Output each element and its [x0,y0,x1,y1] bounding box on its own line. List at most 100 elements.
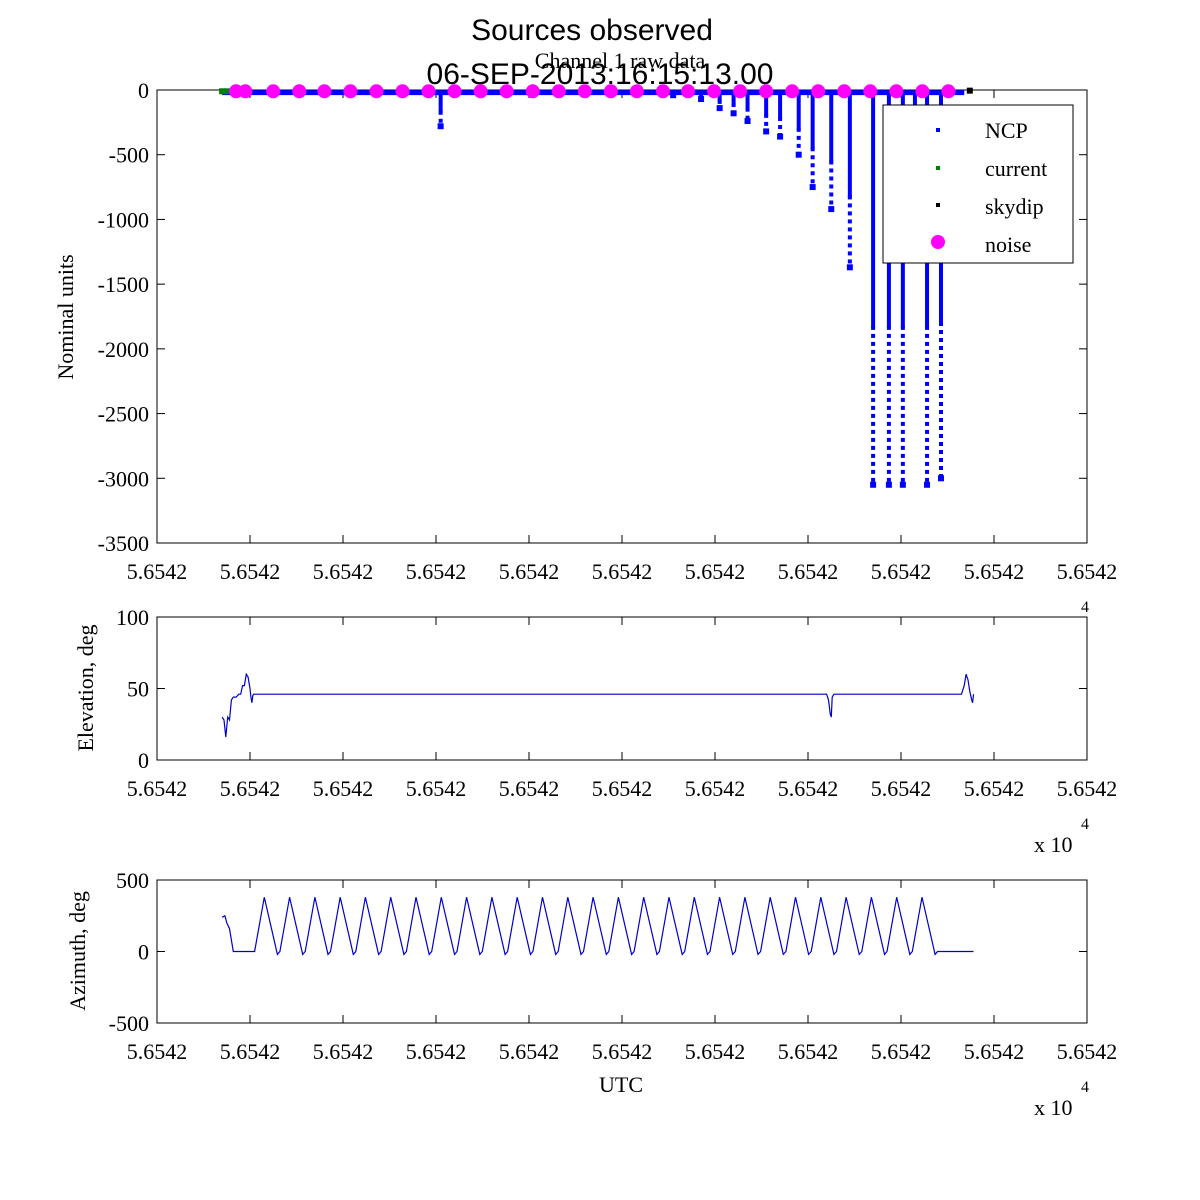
ncp-point [810,147,815,152]
x-tick-label: 5.6542 [499,559,560,584]
ncp-point [810,171,815,176]
ncp-point [871,429,876,434]
ncp-point [938,330,943,335]
ncp-point [925,421,930,426]
y-tick-label: -3000 [98,466,149,491]
ncp-point [847,227,852,232]
x-tick-label: 5.6542 [778,559,839,584]
ncp-point [871,397,876,402]
ncp-point [900,429,905,434]
ncp-point [938,466,943,471]
noise-point [395,84,410,99]
ncp-point [938,322,943,327]
legend-marker-ncp [936,128,940,132]
noise-point [447,84,462,99]
ncp-point [438,110,443,115]
noise-point [343,84,358,99]
legend-marker-current [936,166,940,170]
x-tick-label: 5.6542 [778,776,839,801]
raw-data-title: Channel 1 raw data [535,48,706,73]
noise-point [759,84,774,99]
ncp-dip-min [730,110,737,117]
x-tick-label: 5.6542 [871,776,932,801]
ncp-point [886,333,891,338]
legend-entry-skydip: skydip [936,194,1044,219]
noise-point [915,84,930,99]
ncp-point [938,458,943,463]
y-tick-label: 0 [138,78,149,103]
noise-point [681,84,696,99]
elevation-panel: 5.6542 5.6542 5.6542 5.6542 5.6542 5.6542 5.65… [73,599,1117,857]
x-tick-label: 5.6542 [313,776,374,801]
ncp-point [810,163,815,168]
ncp-point [871,333,876,338]
ncp-point [796,135,801,140]
ncp-dip-min [846,264,853,271]
noise-point [811,84,826,99]
azimuth-ylabel: Azimuth, deg [65,891,90,1011]
ncp-point [938,442,943,447]
ncp-point [871,469,876,474]
ncp-point [925,381,930,386]
azimuth-panel: 5.6542 5.6542 5.6542 5.6542 5.6542 5.6542 5.65… [65,868,1117,1120]
x-tick-label: 5.6542 [499,1039,560,1064]
ncp-point [871,381,876,386]
ncp-point [717,99,722,104]
ncp-dip-min [437,123,444,130]
noise-point [292,84,307,99]
azimuth-x-multiplier-exp: 4 [1081,1079,1089,1096]
ncp-point [829,192,834,197]
ncp-point [925,429,930,434]
ncp-point [796,127,801,132]
ncp-point [900,445,905,450]
ncp-point [847,251,852,256]
skydip-point [966,87,973,94]
elevation-ylabel: Elevation, deg [73,624,98,751]
noise-point [863,84,878,99]
ncp-point [925,469,930,474]
noise-point [266,84,281,99]
current-point [219,88,226,95]
ncp-dip-min [870,481,877,488]
y-tick-label: -500 [109,1011,149,1036]
ncp-point [900,365,905,370]
ncp-point [886,413,891,418]
noise-point [238,84,253,99]
ncp-point [925,453,930,458]
legend-label-current: current [985,156,1047,181]
legend-marker-skydip [936,203,940,207]
ncp-point [871,349,876,354]
ncp-point [731,103,736,108]
elevation-x-multiplier: x 10 [1034,832,1073,857]
ncp-point [886,437,891,442]
ncp-point [938,354,943,359]
y-tick-label: -2000 [98,337,149,362]
ncp-point [938,394,943,399]
ncp-point [871,405,876,410]
y-tick-label: 100 [116,605,149,630]
ncp-point [886,429,891,434]
noise-point [525,84,540,99]
ncp-point [886,365,891,370]
ncp-point [925,325,930,330]
y-tick-label: -3500 [98,531,149,556]
ncp-dip-min [670,92,677,99]
ncp-point [900,381,905,386]
ncp-point [900,325,905,330]
ncp-point [886,325,891,330]
ncp-point [925,397,930,402]
raw-data-ylabel: Nominal units [53,254,78,379]
ncp-dip-min [828,206,835,213]
ncp-point [886,453,891,458]
x-tick-label: 5.6542 [127,559,188,584]
ncp-point [938,410,943,415]
x-tick-label: 5.6542 [220,559,281,584]
ncp-point [900,341,905,346]
figure-title-line1: Sources observed [471,14,713,47]
noise-point [603,84,618,99]
ncp-dip-min [924,481,931,488]
noise-point [317,84,332,99]
noise-point [837,84,852,99]
azimuth-yticks: -500 0 500 [109,868,1087,1036]
